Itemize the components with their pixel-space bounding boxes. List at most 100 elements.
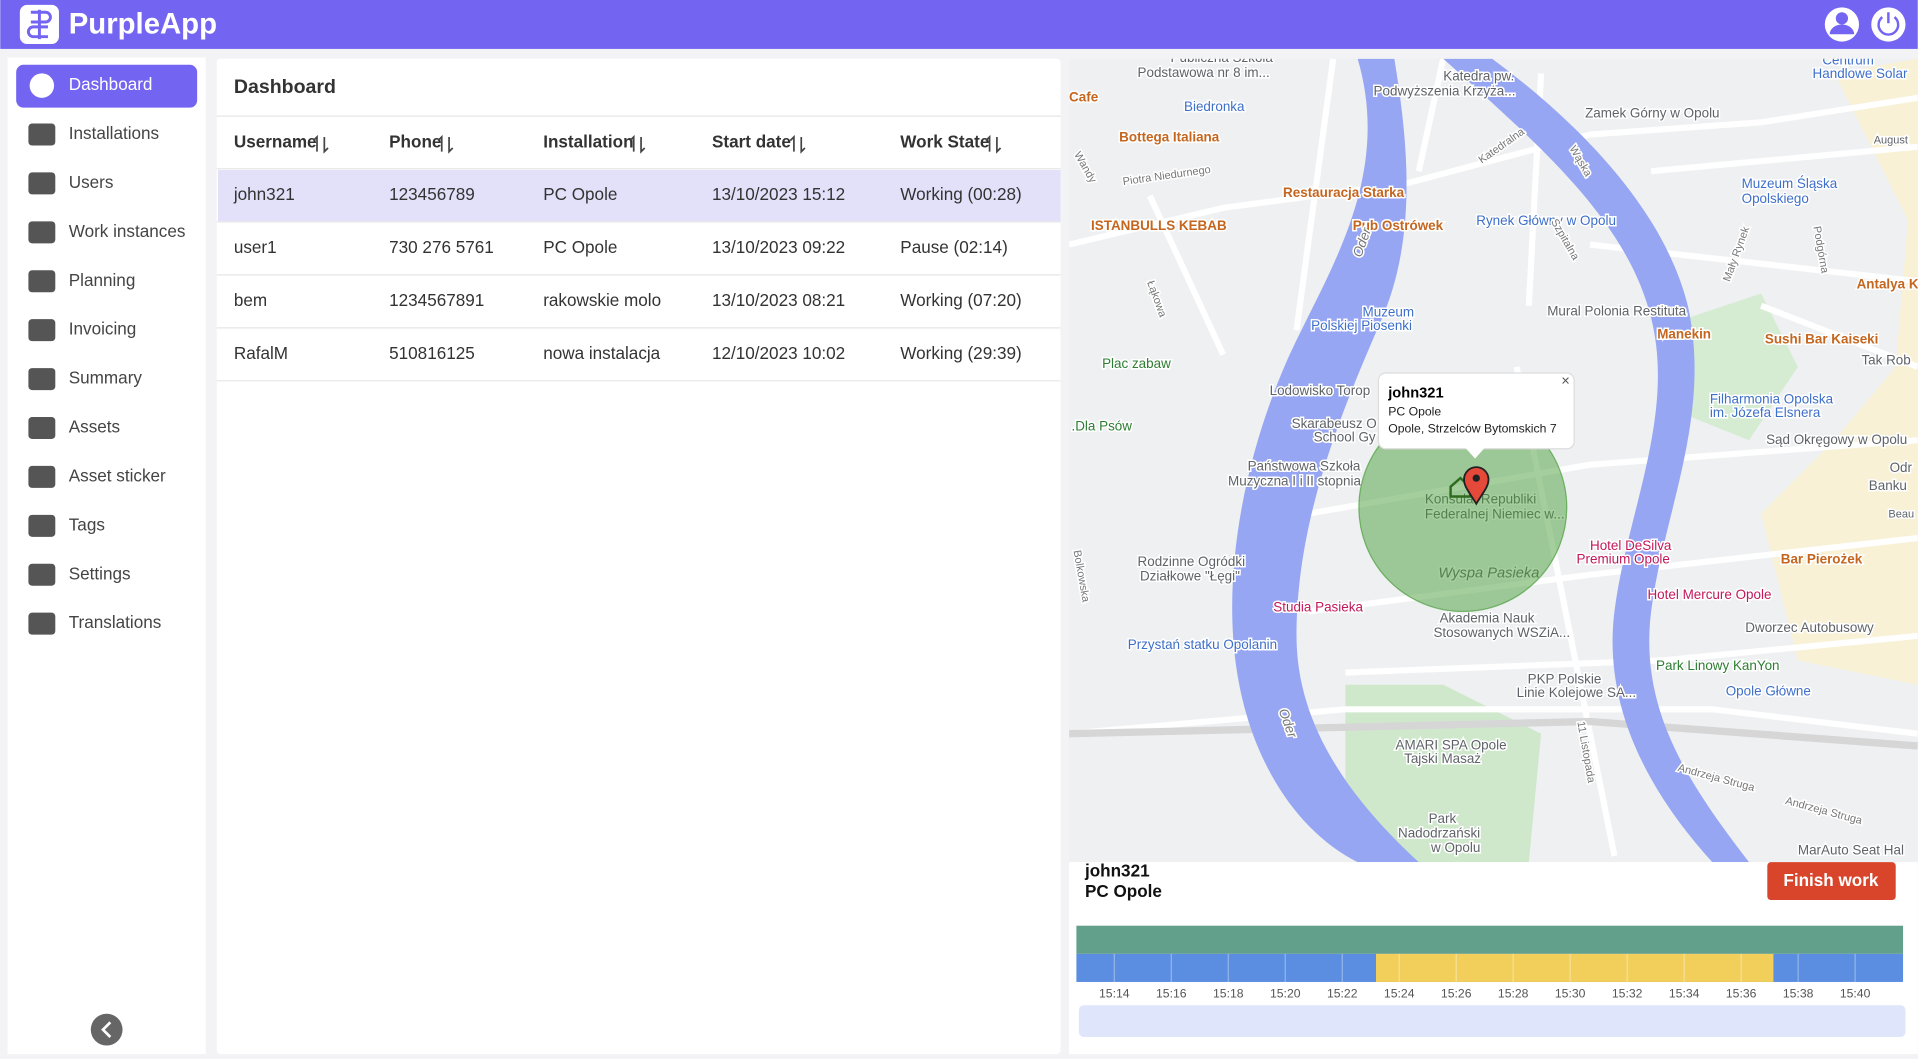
column-header[interactable]: Phone bbox=[389, 133, 441, 152]
top-bar bbox=[0, 0, 1918, 49]
map-label: Hotel Mercure Opole bbox=[1647, 587, 1771, 602]
sort-icon[interactable] bbox=[789, 134, 806, 154]
map-label: Podstawowa nr 8 im... bbox=[1138, 65, 1270, 80]
map-park bbox=[1687, 293, 1798, 441]
table-cell[interactable]: 1234567891 bbox=[389, 291, 484, 310]
column-header[interactable]: Username bbox=[234, 133, 317, 152]
table-cell[interactable]: Pause (02:14) bbox=[900, 238, 1007, 257]
menu-icon bbox=[28, 270, 56, 293]
tick-label: 15:32 bbox=[1612, 986, 1643, 1000]
map-label: Pub Ostrówek bbox=[1353, 218, 1444, 233]
sort-icon[interactable] bbox=[985, 134, 1002, 154]
menu-item[interactable]: Asset sticker bbox=[69, 466, 166, 485]
table-cell[interactable]: 12/10/2023 10:02 bbox=[712, 344, 845, 363]
table-cell[interactable]: Working (29:39) bbox=[900, 344, 1021, 363]
table-cell[interactable]: 13/10/2023 15:12 bbox=[712, 185, 845, 204]
menu-item[interactable]: Work instances bbox=[69, 222, 186, 241]
table-cell[interactable]: 13/10/2023 08:21 bbox=[712, 291, 845, 310]
map-label: Dworzec Autobusowy bbox=[1745, 620, 1874, 635]
map-label: ISTANBULLS KEBAB bbox=[1091, 218, 1227, 233]
menu-icon bbox=[28, 221, 56, 244]
table-cell[interactable]: rakowskie molo bbox=[543, 291, 661, 310]
menu-icon bbox=[28, 514, 56, 537]
column-header[interactable]: Work State bbox=[900, 133, 989, 152]
sort-icon[interactable] bbox=[629, 134, 646, 154]
sort-icon[interactable] bbox=[312, 134, 329, 154]
tick-label: 15:22 bbox=[1327, 986, 1358, 1000]
sort-icon[interactable] bbox=[437, 134, 454, 154]
menu-item[interactable]: Installations bbox=[69, 124, 159, 143]
table-cell[interactable]: RafalM bbox=[234, 344, 288, 363]
table-cell[interactable]: nowa instalacja bbox=[543, 344, 660, 363]
popup-username: john321 bbox=[1387, 386, 1443, 402]
app-name: PurpleApp bbox=[69, 7, 217, 40]
table-cell[interactable]: bem bbox=[234, 291, 267, 310]
column-header[interactable]: Installation bbox=[543, 133, 633, 152]
popup-address: Opole, Strzelców Bytomskich 7 bbox=[1388, 421, 1557, 435]
menu-item[interactable]: Invoicing bbox=[69, 320, 137, 339]
map-label: PKP Polskie bbox=[1528, 671, 1602, 686]
map[interactable]: Publiczna SzkołaPodstawowa nr 8 im... Kat… bbox=[1069, 50, 1918, 863]
map-label: w Opolu bbox=[1430, 840, 1480, 855]
map-label: Mural Polonia Restituta bbox=[1547, 303, 1686, 318]
menu-item[interactable]: Planning bbox=[69, 271, 136, 290]
menu-icon bbox=[28, 416, 56, 440]
map-label: Handlowe Solar bbox=[1813, 66, 1908, 81]
map-label: Biedronka bbox=[1184, 99, 1245, 114]
table-cell[interactable]: user1 bbox=[234, 238, 277, 257]
table-cell[interactable]: 13/10/2023 09:22 bbox=[712, 238, 845, 257]
timeline-axis: 15:14 15:16 15:18 15:20 15:22 15:24 15:26 15:28… bbox=[1099, 953, 1871, 1000]
tick-label: 15:24 bbox=[1384, 986, 1415, 1000]
rail bbox=[1069, 717, 1918, 750]
location-pin[interactable] bbox=[1463, 466, 1490, 506]
table-cell[interactable]: john321 bbox=[233, 185, 295, 204]
tick-label: 15:36 bbox=[1726, 986, 1757, 1000]
map-label: Tak Rob bbox=[1861, 352, 1910, 367]
dashboard-panel bbox=[216, 58, 1061, 1055]
pin-dot bbox=[1472, 474, 1480, 482]
tick-label: 15:34 bbox=[1669, 986, 1700, 1000]
map-label: .Dla Psów bbox=[1072, 418, 1133, 433]
popup-close[interactable]: × bbox=[1561, 373, 1570, 389]
tick-label: 15:38 bbox=[1783, 986, 1814, 1000]
map-label: Rynek Główny w Opolu bbox=[1476, 213, 1616, 228]
map-label: Premium Opole bbox=[1577, 552, 1670, 567]
logout-button[interactable] bbox=[1871, 7, 1906, 42]
finish-button[interactable] bbox=[1767, 862, 1896, 901]
map-label: Zamek Górny w Opolu bbox=[1585, 105, 1719, 120]
menu-item[interactable]: Translations bbox=[69, 613, 162, 632]
menu-item[interactable]: Summary bbox=[69, 369, 143, 388]
map-label: Podwyższenia Krzyża... bbox=[1374, 83, 1516, 98]
finish-button-label[interactable]: Finish work bbox=[1783, 871, 1879, 890]
map-label: AMARI SPA Opole bbox=[1396, 737, 1507, 752]
map-label: Antalya K bbox=[1857, 276, 1918, 291]
menu-item[interactable]: Settings bbox=[69, 564, 131, 583]
menu-item[interactable]: Tags bbox=[69, 515, 105, 534]
menu-icon bbox=[28, 172, 56, 195]
tick-label: 15:18 bbox=[1213, 986, 1244, 1000]
map-label: Restauracja Starka bbox=[1283, 185, 1405, 200]
popup-installation: PC Opole bbox=[1388, 404, 1441, 418]
table-cell[interactable]: PC Opole bbox=[543, 238, 617, 257]
table-cell[interactable]: Working (07:20) bbox=[900, 291, 1021, 310]
map-label: Bar Pierożek bbox=[1781, 552, 1863, 567]
menu-item[interactable]: Dashboard bbox=[69, 75, 153, 94]
tick-label: 15:16 bbox=[1156, 986, 1187, 1000]
map-label: Manekin bbox=[1657, 327, 1711, 342]
timeline-scroll[interactable] bbox=[1078, 1005, 1906, 1037]
menu-item[interactable]: Users bbox=[69, 173, 114, 192]
collapse-button[interactable] bbox=[90, 1013, 123, 1046]
table-cell[interactable]: 510816125 bbox=[389, 344, 475, 363]
tick-label: 15:20 bbox=[1270, 986, 1301, 1000]
menu-icon bbox=[28, 368, 56, 391]
work-installation: PC Opole bbox=[1085, 882, 1162, 901]
menu-item[interactable]: Assets bbox=[69, 418, 120, 437]
table-cell[interactable]: 123456789 bbox=[389, 185, 475, 204]
column-header[interactable]: Start date bbox=[712, 133, 791, 152]
table-cell[interactable]: Working (00:28) bbox=[900, 185, 1021, 204]
timeline-row bbox=[1076, 925, 1904, 954]
table-cell[interactable]: PC Opole bbox=[543, 185, 617, 204]
menu-active bbox=[16, 64, 198, 108]
table-cell[interactable]: 730 276 5761 bbox=[389, 238, 494, 257]
